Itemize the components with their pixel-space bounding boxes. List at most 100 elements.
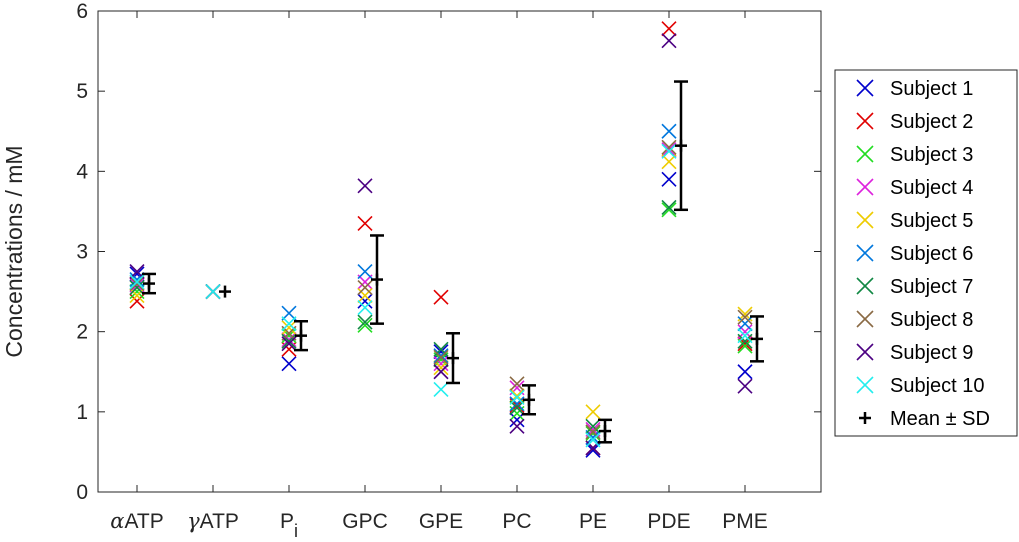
marker-stroke bbox=[585, 424, 601, 440]
x-tick-label: GPE bbox=[419, 510, 463, 533]
marker-stroke bbox=[357, 178, 373, 194]
legend-label: Subject 6 bbox=[890, 243, 973, 265]
y-axis-title: Concentrations / mM bbox=[1, 145, 27, 357]
mean-sd-7 bbox=[674, 80, 688, 212]
marker-stroke bbox=[129, 271, 145, 288]
marker-stroke bbox=[737, 364, 753, 380]
marker-stroke bbox=[433, 289, 449, 305]
legend-marker bbox=[856, 376, 874, 394]
marker-stroke bbox=[357, 215, 373, 232]
marker-stroke bbox=[433, 349, 449, 365]
mean-sd-2 bbox=[294, 319, 308, 352]
marker-stroke bbox=[357, 314, 373, 330]
data-point bbox=[357, 314, 373, 330]
data-point bbox=[281, 336, 297, 352]
data-point bbox=[281, 332, 297, 348]
x-tick-label: Pi bbox=[280, 510, 298, 541]
marker-stroke bbox=[856, 178, 874, 196]
marker-stroke bbox=[856, 112, 874, 130]
marker-stroke bbox=[737, 316, 753, 332]
legend-marker bbox=[856, 244, 874, 262]
marker-stroke bbox=[856, 310, 874, 328]
data-point bbox=[737, 328, 753, 344]
data-point bbox=[433, 341, 449, 357]
marker-stroke bbox=[661, 33, 677, 49]
marker-stroke bbox=[129, 274, 145, 290]
legend-marker bbox=[856, 310, 874, 328]
marker-stroke bbox=[737, 378, 753, 394]
marker-stroke bbox=[856, 376, 874, 394]
marker-stroke bbox=[433, 341, 449, 357]
marker-stroke bbox=[509, 412, 525, 428]
x-tick-label: γATP bbox=[187, 509, 239, 533]
marker-stroke bbox=[281, 333, 297, 349]
data-point bbox=[281, 356, 297, 372]
data-point bbox=[433, 289, 449, 305]
legend-item: Subject 5 bbox=[856, 210, 973, 232]
data-point bbox=[737, 309, 753, 325]
marker-stroke bbox=[661, 202, 677, 218]
marker-stroke bbox=[433, 381, 449, 397]
marker-stroke bbox=[585, 418, 601, 434]
legend-label: Subject 8 bbox=[890, 309, 973, 331]
data-point bbox=[661, 202, 677, 218]
legend-marker bbox=[856, 211, 874, 229]
y-tick-label: 5 bbox=[76, 80, 88, 103]
data-point bbox=[661, 21, 677, 37]
marker-stroke bbox=[661, 123, 677, 139]
marker-stroke bbox=[281, 332, 297, 348]
marker-stroke bbox=[357, 300, 373, 316]
mean-sd-0 bbox=[142, 272, 156, 295]
mean-sd-6 bbox=[598, 418, 612, 444]
marker-stroke bbox=[281, 336, 297, 352]
data-point bbox=[509, 388, 525, 404]
legend-item: Subject 10 bbox=[856, 375, 985, 397]
legend-marker bbox=[856, 79, 874, 97]
marker-stroke bbox=[585, 404, 601, 420]
legend-marker bbox=[856, 178, 874, 196]
legend-item: Subject 9 bbox=[856, 342, 973, 364]
marker-stroke bbox=[357, 317, 373, 333]
marker-stroke bbox=[585, 432, 601, 448]
marker-stroke bbox=[661, 139, 677, 155]
data-point bbox=[129, 276, 145, 292]
marker-stroke bbox=[433, 364, 449, 380]
legend-label: Subject 7 bbox=[890, 276, 973, 298]
data-point bbox=[661, 143, 677, 159]
data-point bbox=[585, 404, 601, 420]
marker-stroke bbox=[661, 171, 677, 187]
legend-label: Subject 4 bbox=[890, 177, 973, 199]
x-tick-label: αATP bbox=[110, 509, 163, 533]
marker-stroke bbox=[433, 348, 449, 364]
data-point bbox=[585, 418, 601, 434]
data-point bbox=[357, 263, 373, 280]
legend-label: Subject 5 bbox=[890, 210, 973, 232]
marker-stroke bbox=[856, 145, 874, 163]
legend-label: Subject 3 bbox=[890, 144, 973, 166]
x-tick-label: PDE bbox=[647, 510, 690, 533]
legend-label: Subject 2 bbox=[890, 111, 973, 133]
legend-item: Subject 4 bbox=[856, 177, 973, 199]
data-point bbox=[433, 349, 449, 365]
data-point bbox=[357, 280, 373, 296]
data-point bbox=[737, 316, 753, 332]
marker-stroke bbox=[856, 211, 874, 229]
mean-sd-3 bbox=[370, 234, 384, 325]
legend-label: Subject 10 bbox=[890, 375, 985, 397]
legend-item: Mean ± SD bbox=[859, 408, 990, 430]
data-point bbox=[357, 300, 373, 316]
data-point bbox=[433, 356, 449, 372]
marker-stroke bbox=[357, 293, 373, 309]
data-point bbox=[661, 139, 677, 155]
data-point bbox=[129, 271, 145, 288]
data-marks bbox=[129, 21, 753, 458]
data-point bbox=[357, 317, 373, 333]
y-tick-label: 0 bbox=[76, 481, 88, 504]
y-axis: 0 1 2 3 4 5 6 bbox=[76, 0, 821, 504]
data-point bbox=[281, 320, 297, 336]
data-point bbox=[509, 389, 525, 405]
data-point bbox=[509, 412, 525, 428]
marker-stroke bbox=[661, 143, 677, 159]
marker-stroke bbox=[281, 328, 297, 344]
